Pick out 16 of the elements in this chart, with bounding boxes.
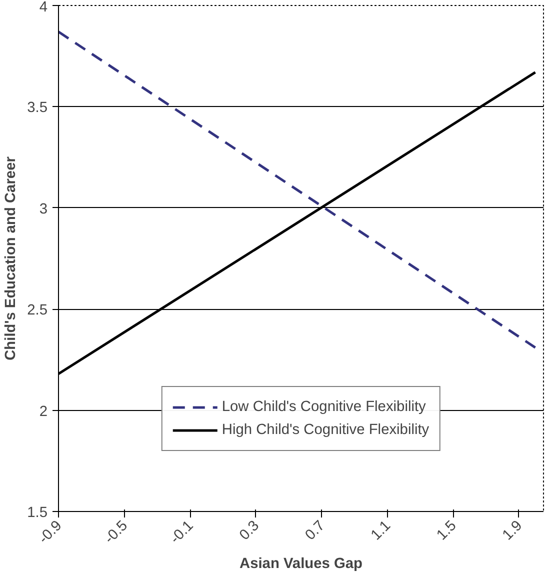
x-tick-label: 1.1: [368, 518, 394, 544]
y-tick-label: 2: [39, 404, 48, 420]
x-tick-label: -0.1: [168, 518, 197, 548]
y-tick-label: 3: [39, 201, 48, 218]
x-tick-label: -0.5: [102, 518, 131, 548]
y-tick-label: 4: [39, 0, 48, 16]
y-tick-label: 3.5: [27, 100, 48, 116]
y-tick-label: 2.5: [27, 302, 48, 319]
legend-label: Low Child's Cognitive Flexibility: [222, 399, 426, 415]
x-tick-label: 1.9: [500, 518, 526, 544]
legend-label: High Child's Cognitive Flexibility: [222, 422, 430, 438]
y-axis-title: Child's Education and Career: [3, 156, 20, 360]
x-tick-label: 0.3: [236, 518, 263, 544]
x-tick-label: 1.5: [434, 518, 460, 544]
x-axis-title: Asian Values Gap: [240, 556, 363, 572]
x-tick-label: 0.7: [302, 518, 328, 544]
